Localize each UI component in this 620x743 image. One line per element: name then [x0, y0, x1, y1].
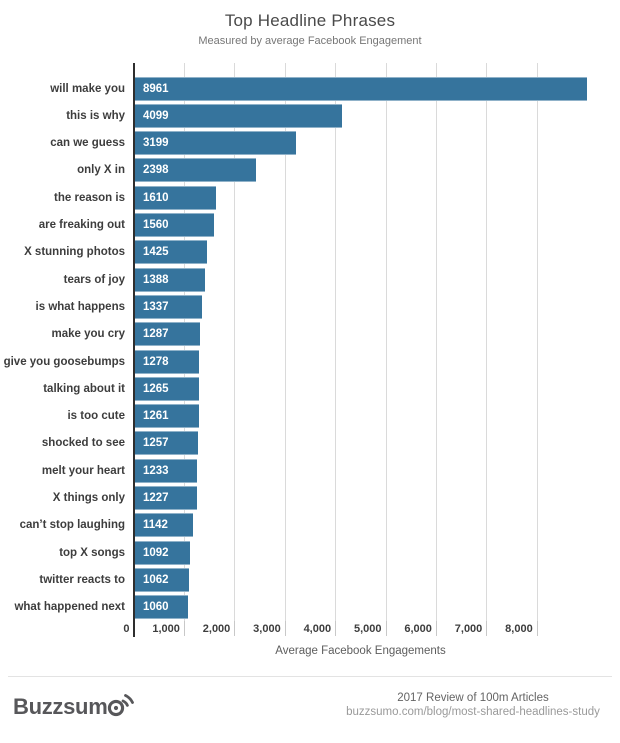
bar-value-label: 1060 [143, 601, 169, 614]
x-tick-label: 3,000 [253, 623, 281, 635]
x-tick-mark [284, 621, 286, 636]
x-tick-label: 1,000 [152, 623, 180, 635]
bar: 1610 [135, 185, 217, 210]
x-tick-label: 8,000 [505, 623, 533, 635]
gridline [536, 63, 538, 621]
x-tick-mark [435, 621, 437, 636]
category-label: give you goosebumps [3, 355, 125, 368]
bar-value-label: 1610 [143, 191, 169, 204]
category-label: this is why [66, 109, 125, 122]
x-tick-mark [183, 621, 185, 636]
bar-value-label: 1261 [143, 410, 169, 423]
gridline [435, 63, 437, 621]
gridline [234, 63, 236, 621]
bar-value-label: 1337 [143, 300, 169, 313]
bar: 1142 [135, 513, 193, 538]
bar: 1062 [135, 567, 189, 592]
bar-value-label: 1265 [143, 382, 169, 395]
bar-value-label: 3199 [143, 137, 169, 150]
x-tick-mark [234, 621, 236, 636]
bar: 1265 [135, 376, 199, 401]
gridline [284, 63, 286, 621]
bar-value-label: 1287 [143, 328, 169, 341]
bar-value-label: 1062 [143, 573, 169, 586]
credit-line: 2017 Review of 100m Articles [397, 692, 549, 704]
bar: 1261 [135, 404, 199, 429]
bar-value-label: 2398 [143, 164, 169, 177]
category-label: X things only [52, 492, 125, 504]
buzzsumo-logo: Buzzsum [13, 692, 136, 722]
bar-value-label: 8961 [143, 82, 169, 95]
category-label: top X songs [59, 546, 125, 559]
bar: 1425 [135, 240, 207, 265]
x-tick-label: 5,000 [353, 623, 382, 635]
category-label: only X in [77, 164, 125, 177]
y-axis-line [133, 63, 135, 637]
x-axis-title: Average Facebook Engagements [275, 645, 446, 657]
bar-value-label: 1388 [143, 273, 169, 286]
bar-value-label: 1560 [143, 219, 169, 231]
x-tick-label: 2,000 [202, 623, 231, 635]
bar: 1278 [135, 349, 200, 374]
category-label: what happened next [14, 601, 125, 614]
category-label: X stunning photos [24, 246, 125, 259]
category-label: talking about it [43, 382, 125, 395]
bar-value-label: 1227 [143, 492, 169, 504]
category-label: will make you [50, 82, 125, 95]
category-label: can’t stop laughing [19, 519, 125, 532]
bar: 1560 [135, 213, 214, 237]
category-label: is what happens [35, 300, 125, 313]
credit-url: buzzsumo.com/blog/most-shared-headlines-… [346, 706, 600, 718]
bar: 1257 [135, 431, 199, 456]
x-tick-label: 6,000 [404, 623, 432, 635]
bar: 1227 [135, 486, 197, 510]
x-tick-label: 7,000 [454, 623, 483, 635]
bar: 1337 [135, 294, 203, 319]
bar-value-label: 4099 [143, 109, 169, 122]
bar-value-label: 1425 [143, 246, 169, 259]
category-label: shocked to see [41, 437, 125, 450]
bar-value-label: 1142 [143, 519, 168, 532]
category-label: tears of joy [63, 273, 125, 286]
category-label: make you cry [51, 328, 125, 341]
bar-value-label: 1278 [143, 355, 169, 368]
category-label: the reason is [54, 191, 125, 204]
category-label: twitter reacts to [39, 573, 125, 586]
chart-subtitle: Measured by average Facebook Engagement [198, 35, 422, 47]
bar: 1388 [135, 267, 205, 292]
x-tick-mark [335, 621, 337, 636]
category-label: are freaking out [38, 219, 125, 231]
sonar-o-icon [108, 694, 135, 717]
bar: 1092 [135, 540, 191, 565]
gridline [385, 63, 387, 621]
x-tick-mark [536, 621, 538, 636]
bar: 4099 [135, 103, 342, 128]
category-label: can we guess [50, 137, 125, 150]
chart-title: Top Headline Phrases [224, 11, 396, 30]
bar-value-label: 1092 [143, 546, 169, 559]
bar: 1233 [135, 458, 198, 483]
x-tick-mark [385, 621, 387, 636]
category-label: melt your heart [41, 464, 125, 477]
bar-value-label: 1257 [143, 437, 169, 450]
footer-divider [8, 676, 612, 677]
x-tick-label: 0 [123, 623, 130, 635]
gridline [335, 63, 337, 621]
bar-value-label: 1233 [143, 464, 169, 477]
x-tick-mark [486, 621, 488, 636]
x-tick-label: 4,000 [303, 623, 332, 635]
gridline [486, 63, 488, 621]
logo-text: Buzzsum [13, 694, 108, 719]
category-label: is too cute [67, 410, 125, 423]
bar: 8961 [135, 76, 587, 101]
bar: 1060 [135, 595, 189, 620]
bar: 1287 [135, 322, 200, 347]
bar: 3199 [135, 131, 297, 156]
bar: 2398 [135, 158, 256, 183]
chart-credits: 2017 Review of 100m Articles buzzsumo.co… [338, 691, 608, 719]
